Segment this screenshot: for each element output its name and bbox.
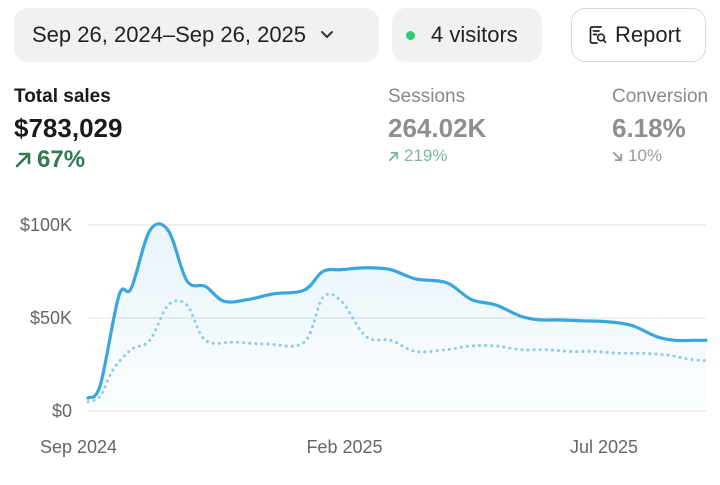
y-tick-label: $50K	[30, 308, 72, 328]
y-tick-label: $100K	[20, 215, 72, 235]
date-range-picker[interactable]: Sep 26, 2024–Sep 26, 2025	[14, 8, 379, 62]
arrow-up-right-icon	[14, 151, 32, 169]
metric-sessions[interactable]: Sessions 264.02K 219%	[388, 86, 486, 166]
sales-line-chart[interactable]: $0 $50K $100K Sep 2024 Feb 2025 Jul 2025	[0, 200, 720, 485]
metric-label: Sessions	[388, 86, 466, 107]
y-tick-label: $0	[52, 401, 72, 421]
metric-total-sales[interactable]: Total sales $783,029 67%	[14, 86, 122, 174]
metric-change: 10%	[628, 146, 663, 165]
metric-conversion[interactable]: Conversion 6.18% 10%	[612, 86, 708, 166]
current-series-line	[86, 222, 708, 400]
x-tick-label: Feb 2025	[306, 437, 382, 457]
metric-label: Total sales	[14, 86, 111, 107]
series-area-fill	[88, 223, 706, 411]
metric-value: 264.02K	[388, 113, 487, 143]
metric-label: Conversion	[612, 86, 709, 107]
arrow-up-right-icon	[388, 151, 399, 162]
metric-change: 67%	[37, 146, 86, 173]
visitors-label: 4 visitors	[431, 22, 518, 47]
metric-value: $783,029	[14, 113, 123, 143]
metric-value: 6.18%	[612, 113, 686, 143]
report-search-icon	[588, 25, 608, 45]
metric-change: 219%	[404, 146, 448, 165]
x-tick-label: Sep 2024	[40, 437, 117, 457]
chevron-down-icon	[320, 30, 334, 40]
live-status-dot-icon	[406, 30, 415, 40]
arrow-down-right-icon	[612, 151, 623, 162]
x-tick-label: Jul 2025	[570, 437, 638, 457]
live-visitors-button[interactable]: 4 visitors	[392, 8, 542, 62]
date-range-label: Sep 26, 2024–Sep 26, 2025	[32, 22, 307, 47]
report-label: Report	[615, 22, 682, 47]
comparison-series-line	[86, 292, 708, 404]
report-button[interactable]: Report	[571, 8, 706, 62]
